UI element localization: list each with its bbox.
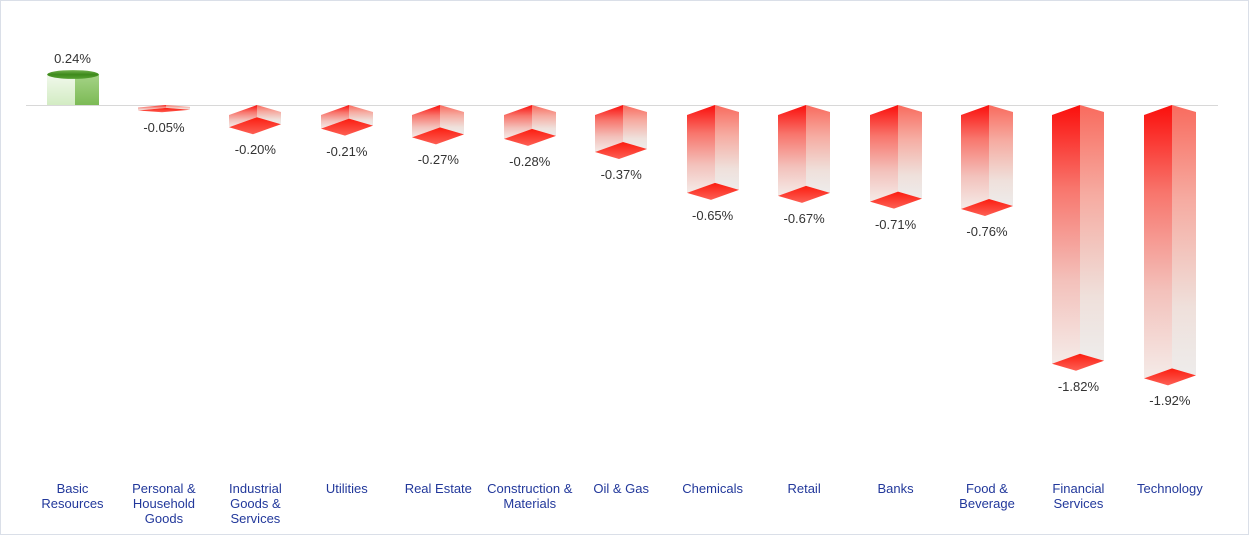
category-label-retail: Retail	[787, 481, 821, 496]
category-label-oil-gas: Oil & Gas	[593, 481, 649, 496]
bar-financial-services	[1052, 105, 1105, 371]
bar-face-left	[869, 105, 898, 202]
value-label-food-beverage: -0.76%	[966, 223, 1008, 239]
category-label-utilities: Utilities	[325, 481, 368, 496]
bar-face-right	[1080, 105, 1105, 361]
bar-oil-gas	[595, 105, 648, 160]
bar-face-right	[440, 105, 465, 135]
bar-face-left	[320, 105, 349, 129]
bar-bottom-cap	[1052, 353, 1105, 371]
bar-face-right	[74, 74, 99, 105]
category-label-basic-resources: Basic Resources	[41, 481, 104, 511]
bar-construction-materials	[503, 105, 556, 146]
bar-banks	[869, 105, 922, 209]
bar-bottom-cap	[778, 185, 831, 203]
bar-bottom-cap	[869, 191, 922, 209]
bar-face-left	[503, 105, 532, 139]
bar-face-right	[1171, 105, 1196, 376]
category-label-construction-materials: Construction & Materials	[487, 481, 573, 511]
category-label-personal-household-goods: Personal & Household Goods	[132, 481, 196, 526]
value-label-utilities: -0.21%	[326, 143, 368, 159]
category-label-real-estate: Real Estate	[404, 481, 472, 496]
bar-industrial-goods-services	[229, 105, 282, 135]
bar-bottom-cap	[320, 118, 373, 136]
value-label-banks: -0.71%	[874, 216, 917, 232]
category-label-chemicals: Chemicals	[682, 481, 743, 496]
value-label-basic-resources: 0.24%	[54, 50, 91, 66]
bar-personal-household-goods	[137, 105, 190, 113]
bar-face-right	[623, 105, 648, 150]
value-label-industrial-goods-services: -0.20%	[234, 142, 276, 158]
bar-bottom-cap	[412, 127, 465, 145]
bar-top-cap	[46, 70, 99, 79]
value-label-technology: -1.92%	[1149, 393, 1191, 409]
bar-technology	[1143, 105, 1196, 386]
value-label-construction-materials: -0.28%	[509, 153, 551, 169]
bar-bottom-cap	[1143, 368, 1196, 386]
category-label-industrial-goods-services: Industrial Goods & Services	[229, 481, 282, 526]
value-label-personal-household-goods: -0.05%	[143, 120, 185, 136]
bar-bottom-cap	[686, 182, 739, 200]
value-label-real-estate: -0.27%	[417, 152, 459, 168]
bar-face-right	[897, 105, 922, 199]
bar-face-right	[531, 105, 556, 136]
bar-face-right	[989, 105, 1013, 206]
bar-face-right	[348, 105, 373, 126]
value-label-financial-services: -1.82%	[1057, 378, 1100, 394]
bar-bottom-cap	[137, 107, 190, 113]
bar-chemicals	[686, 105, 739, 200]
category-label-technology: Technology	[1137, 481, 1203, 496]
bar-real-estate	[412, 105, 465, 145]
bar-face-left	[595, 105, 624, 153]
bar-face-left	[1052, 105, 1081, 364]
bar-retail	[778, 105, 831, 203]
bar-bottom-cap	[595, 142, 648, 160]
bar-face-left	[229, 105, 258, 128]
bar-bottom-cap	[961, 198, 1013, 216]
bar-face-left	[961, 105, 989, 209]
value-label-retail: -0.67%	[783, 210, 825, 226]
value-label-chemicals: -0.65%	[692, 207, 734, 223]
bar-face-right	[806, 105, 831, 193]
bar-face-left	[412, 105, 441, 138]
bar-bottom-cap	[229, 117, 282, 135]
bar-utilities	[320, 105, 373, 136]
bar-face-right	[257, 105, 282, 125]
bar-bottom-cap	[503, 128, 556, 146]
category-label-financial-services: Financial Services	[1052, 481, 1105, 511]
bar-food-beverage	[961, 105, 1013, 216]
bar-face-left	[1143, 105, 1172, 379]
bar-face-left	[46, 74, 75, 105]
bar-face-left	[778, 105, 807, 196]
bar-face-right	[714, 105, 739, 190]
bar-basic-resources	[46, 70, 99, 105]
value-label-oil-gas: -0.37%	[600, 167, 642, 183]
bar-face-right	[165, 105, 190, 110]
bar-face-left	[686, 105, 715, 193]
bar-face-left	[137, 105, 166, 111]
category-label-banks: Banks	[877, 481, 914, 496]
category-label-food-beverage: Food & Beverage	[959, 481, 1015, 511]
